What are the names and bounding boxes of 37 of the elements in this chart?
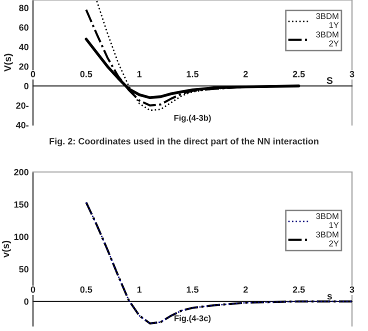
y-tick-label: 40 (18, 44, 28, 50)
x-tick-label: 2.5 (292, 70, 305, 78)
x-tick-label: 1 (137, 70, 142, 78)
y-tick-label: 150 (14, 201, 28, 208)
x-tick-label: 1 (137, 286, 142, 293)
x-tick-label: 0.5 (80, 70, 92, 78)
legend-label: 3BDM 1Y (316, 13, 339, 28)
annotation: s (327, 294, 332, 300)
legend-label: 3BDM 2Y (316, 32, 339, 46)
x-tick-label: 0.5 (80, 286, 92, 293)
x-tick-label: 2.5 (292, 286, 305, 293)
annotation: S (326, 77, 333, 84)
y-tick-label: 20 (19, 63, 28, 70)
y-tick-label: 50 (19, 266, 28, 272)
y-tick-label: 60 (19, 24, 28, 31)
y-tick-label: 80 (19, 4, 28, 12)
legend-label: 3BDM 1Y (316, 213, 339, 228)
x-tick-label: 2 (243, 70, 248, 78)
caption: Fig. 2: Coordinates used in the direct part of the NN interaction (50, 138, 318, 146)
x-tick-label: 1.5 (186, 286, 199, 293)
x-axis-title: Fig.(4-3c) (174, 315, 211, 323)
y-tick-label: 20- (16, 102, 28, 109)
y-tick-label: 0 (24, 298, 28, 305)
x-tick-label: 0 (30, 70, 36, 78)
y-tick-label: 100 (14, 234, 28, 240)
x-tick-label: 3 (350, 286, 354, 293)
x-tick-label: 3 (350, 70, 354, 78)
y-axis-title: v(s) (2, 240, 11, 258)
x-tick-label: 2 (243, 286, 248, 293)
y-axis-title: V(s) (4, 54, 14, 72)
y-tick-label: 0 (24, 82, 28, 90)
y-tick-label: 40- (16, 122, 28, 128)
x-axis-title: Fig.(4-3b) (174, 114, 211, 122)
legend-label: 3BDM 2Y (316, 232, 339, 246)
y-tick-label: 200 (14, 168, 28, 176)
x-tick-label: 0 (30, 286, 36, 293)
x-tick-label: 1.5 (186, 70, 199, 78)
